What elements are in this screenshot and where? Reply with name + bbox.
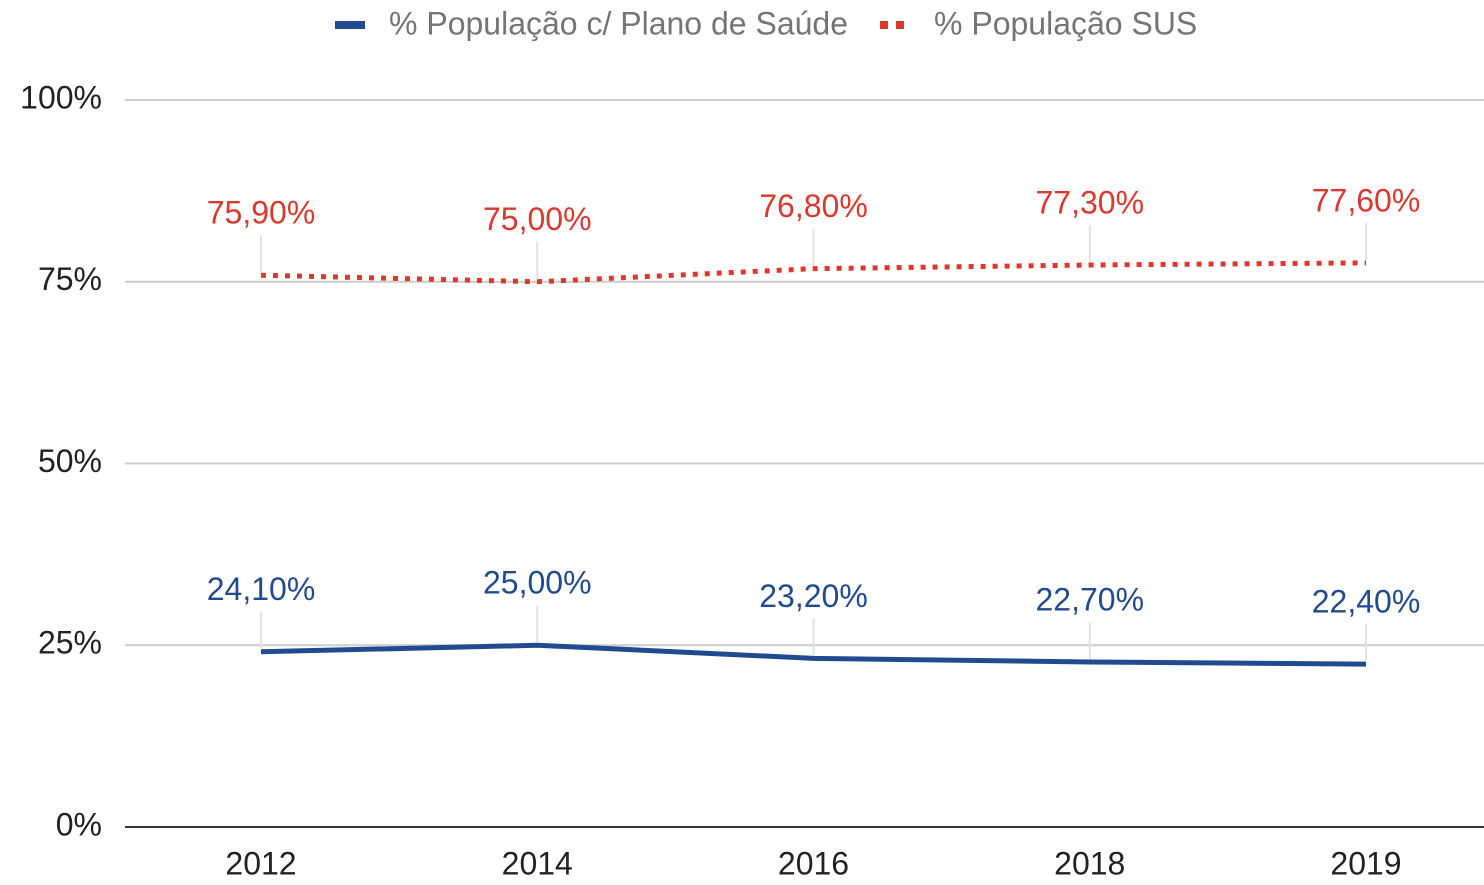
- data-label: 22,40%: [1312, 584, 1421, 620]
- series-line: [260, 260, 1367, 285]
- data-label: 76,80%: [759, 188, 868, 224]
- data-label: 22,70%: [1035, 581, 1144, 617]
- legend-label: % População c/ Plano de Saúde: [389, 5, 848, 41]
- data-label: 77,60%: [1312, 182, 1421, 218]
- y-tick-label: 25%: [38, 625, 102, 661]
- data-label: 75,00%: [483, 201, 592, 237]
- y-tick-label: 100%: [20, 79, 102, 115]
- x-tick-label: 2016: [778, 845, 849, 881]
- data-label: 75,90%: [207, 195, 316, 231]
- data-label: 23,20%: [759, 578, 868, 614]
- data-label: 77,30%: [1035, 184, 1144, 220]
- series-line: [260, 642, 1367, 667]
- y-tick-label: 75%: [38, 261, 102, 297]
- y-tick-label: 0%: [56, 806, 102, 842]
- data-label: 25,00%: [483, 565, 592, 601]
- x-tick-label: 2019: [1330, 845, 1401, 881]
- data-label: 24,10%: [207, 571, 316, 607]
- x-tick-label: 2012: [225, 845, 296, 881]
- x-tick-label: 2014: [502, 845, 573, 881]
- y-tick-label: 50%: [38, 443, 102, 479]
- x-tick-label: 2018: [1054, 845, 1125, 881]
- legend-label: % População SUS: [934, 5, 1197, 41]
